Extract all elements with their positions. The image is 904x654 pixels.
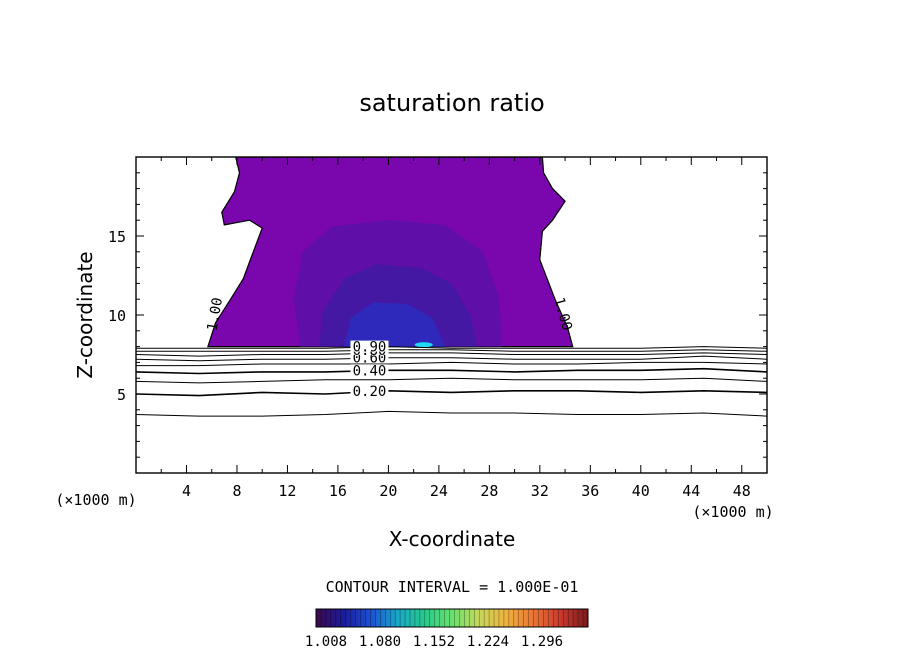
contour-lines bbox=[136, 346, 767, 417]
x-tick-label: 20 bbox=[379, 482, 397, 500]
contour-line-0.6 bbox=[136, 355, 767, 362]
contour-line-0.4 bbox=[136, 367, 767, 375]
contour-label: 0.90 bbox=[353, 340, 387, 356]
contour-line-0.5 bbox=[136, 361, 767, 367]
contour-fill-1.25 bbox=[344, 302, 446, 347]
contour-line-0.2 bbox=[136, 389, 767, 397]
colorbar-frame bbox=[315, 608, 589, 628]
contour-label-bg bbox=[350, 351, 389, 363]
contour-line-0.7 bbox=[136, 352, 767, 357]
y-axis-label: Z-coordinate bbox=[73, 251, 97, 378]
y-axis-unit: (×1000 m) bbox=[55, 491, 136, 509]
x-tick-label: 44 bbox=[682, 482, 700, 500]
x-axis-label: X-coordinate bbox=[389, 527, 516, 551]
contour-line-0.9 bbox=[136, 346, 767, 349]
y-tick-label: 10 bbox=[108, 307, 126, 325]
contour-hotspot bbox=[414, 342, 433, 348]
contour-label-bg bbox=[350, 384, 389, 396]
x-tick-label: 24 bbox=[430, 482, 448, 500]
colorbar-tick-labels: 1.008 1.080 1.152 1.224 1.296 bbox=[305, 634, 563, 650]
contour-line-0.3 bbox=[136, 377, 767, 384]
contour-labels: 0.200.400.600.800.901.001.00 bbox=[205, 296, 575, 400]
x-tick-label: 36 bbox=[581, 482, 599, 500]
contour-line-0.1 bbox=[136, 410, 767, 417]
x-tick-label: 12 bbox=[278, 482, 296, 500]
x-tick-label: 28 bbox=[480, 482, 498, 500]
contour-fills bbox=[207, 157, 574, 348]
colorbar-tick-label: 1.080 bbox=[359, 634, 401, 650]
contour-label-bg bbox=[350, 364, 389, 376]
colorbar-tick-label: 1.224 bbox=[467, 634, 509, 650]
contour-label: 0.40 bbox=[353, 363, 387, 379]
contour-interval-text: CONTOUR INTERVAL = 1.000E-01 bbox=[326, 578, 579, 596]
contour-label-bg bbox=[350, 340, 389, 352]
colorbar-bands bbox=[320, 609, 584, 627]
chart-title: saturation ratio bbox=[359, 89, 544, 117]
colorbar: 1.008 1.080 1.152 1.224 1.296 bbox=[305, 608, 589, 650]
x-tick-label: 32 bbox=[531, 482, 549, 500]
y-tick-label: 15 bbox=[108, 228, 126, 246]
y-tick-label: 5 bbox=[117, 386, 126, 404]
colorbar-gradient bbox=[316, 609, 588, 627]
contour-label: 0.20 bbox=[353, 384, 387, 400]
x-axis-ticks: 4 8 12 16 20 24 28 32 36 40 44 48 bbox=[160, 157, 751, 500]
plot-area bbox=[136, 157, 767, 417]
colorbar-tick-label: 1.296 bbox=[521, 634, 563, 650]
x-tick-label: 16 bbox=[329, 482, 347, 500]
contour-label-saturation: 1.00 bbox=[205, 296, 227, 332]
y-axis-ticks: 5 10 15 bbox=[108, 172, 767, 458]
x-axis-unit: (×1000 m) bbox=[692, 503, 773, 521]
x-tick-label: 40 bbox=[632, 482, 650, 500]
x-tick-label: 4 bbox=[182, 482, 191, 500]
contour-line-0.8 bbox=[136, 349, 767, 352]
x-tick-label: 48 bbox=[733, 482, 751, 500]
colorbar-tick-label: 1.008 bbox=[305, 634, 347, 650]
colorbar-tick-label: 1.152 bbox=[413, 634, 455, 650]
x-tick-label: 8 bbox=[232, 482, 241, 500]
